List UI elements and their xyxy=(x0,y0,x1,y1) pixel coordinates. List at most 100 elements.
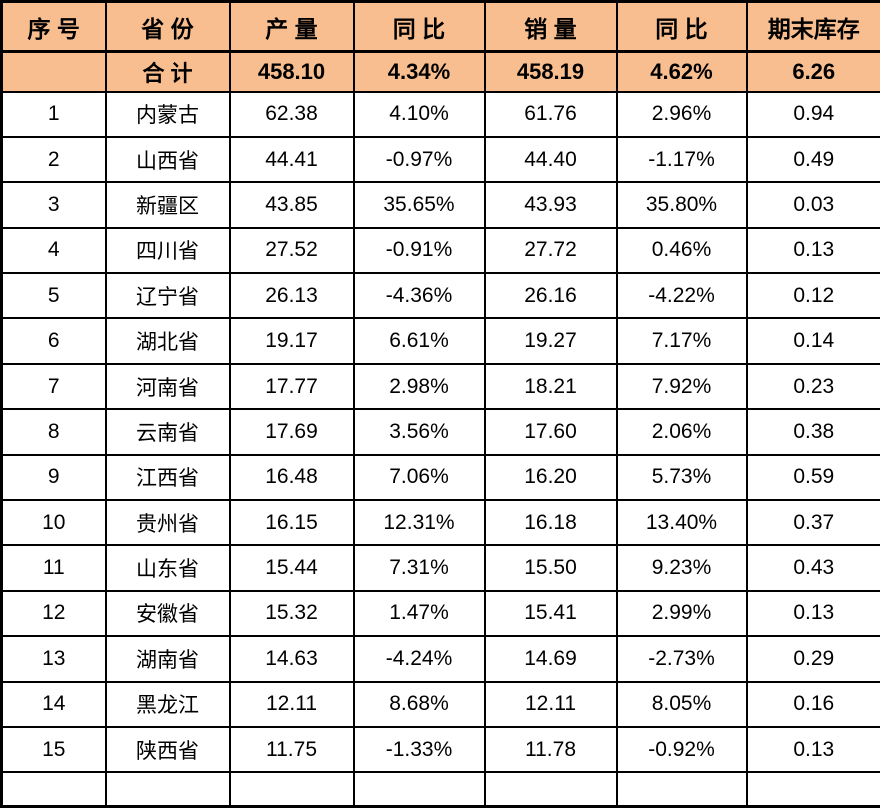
cell-sales: 18.21 xyxy=(485,364,617,409)
cell-production-yoy: 2.98% xyxy=(354,364,485,409)
cell-production: 15.32 xyxy=(230,591,354,636)
cell-production-yoy: -1.33% xyxy=(354,727,485,772)
cell-ending-inventory: 0.13 xyxy=(747,228,880,273)
cell-sales-yoy: -1.17% xyxy=(617,137,747,182)
cell-province: 黑龙江 xyxy=(106,682,230,727)
header-row: 序 号 省 份 产 量 同 比 销 量 同 比 期末库存 xyxy=(2,2,880,52)
cell-index: 3 xyxy=(2,182,106,227)
cell-empty xyxy=(747,772,880,806)
cell-sales-yoy: 2.96% xyxy=(617,92,747,137)
cell-production-yoy: -0.97% xyxy=(354,137,485,182)
cell-ending-inventory: 0.94 xyxy=(747,92,880,137)
cell-sales-yoy: 8.05% xyxy=(617,682,747,727)
cell-index: 9 xyxy=(2,455,106,500)
cell-ending-inventory: 0.16 xyxy=(747,682,880,727)
cell-production-yoy: 35.65% xyxy=(354,182,485,227)
cell-sales-yoy: -0.92% xyxy=(617,727,747,772)
cell-index: 4 xyxy=(2,228,106,273)
column-header-sales-yoy: 同 比 xyxy=(617,2,747,52)
column-header-production-yoy: 同 比 xyxy=(354,2,485,52)
cell-province: 湖南省 xyxy=(106,636,230,681)
cell-index: 11 xyxy=(2,545,106,590)
cell-sales: 16.18 xyxy=(485,500,617,545)
cell-sales: 43.93 xyxy=(485,182,617,227)
cell-province: 河南省 xyxy=(106,364,230,409)
cell-sales: 11.78 xyxy=(485,727,617,772)
column-header-ending-inventory: 期末库存 xyxy=(747,2,880,52)
cell-production-yoy: 8.68% xyxy=(354,682,485,727)
cell-ending-inventory: 0.49 xyxy=(747,137,880,182)
cell-ending-inventory: 0.59 xyxy=(747,455,880,500)
cell-province: 山东省 xyxy=(106,545,230,590)
cell-empty xyxy=(617,772,747,806)
cell-production-yoy: 6.61% xyxy=(354,318,485,363)
cell-province: 四川省 xyxy=(106,228,230,273)
cell-sales: 458.19 xyxy=(485,52,617,92)
cell-ending-inventory: 0.14 xyxy=(747,318,880,363)
cell-empty xyxy=(106,772,230,806)
cell-province: 新疆区 xyxy=(106,182,230,227)
cell-ending-inventory: 0.23 xyxy=(747,364,880,409)
cell-sales-yoy: 2.06% xyxy=(617,409,747,454)
cell-sales: 16.20 xyxy=(485,455,617,500)
cell-index: 6 xyxy=(2,318,106,363)
cell-index: 1 xyxy=(2,92,106,137)
cell-province: 辽宁省 xyxy=(106,273,230,318)
cell-sales: 44.40 xyxy=(485,137,617,182)
cell-ending-inventory: 0.13 xyxy=(747,591,880,636)
cell-index xyxy=(2,52,106,92)
cell-index: 15 xyxy=(2,727,106,772)
column-header-index: 序 号 xyxy=(2,2,106,52)
cell-sales: 15.50 xyxy=(485,545,617,590)
cell-production: 26.13 xyxy=(230,273,354,318)
cell-province: 合 计 xyxy=(106,52,230,92)
column-header-production: 产 量 xyxy=(230,2,354,52)
cell-production: 19.17 xyxy=(230,318,354,363)
cell-ending-inventory: 0.38 xyxy=(747,409,880,454)
cell-province: 云南省 xyxy=(106,409,230,454)
cell-empty xyxy=(354,772,485,806)
cell-production: 17.77 xyxy=(230,364,354,409)
cell-production: 11.75 xyxy=(230,727,354,772)
cell-province: 安徽省 xyxy=(106,591,230,636)
cell-sales: 27.72 xyxy=(485,228,617,273)
cell-province: 山西省 xyxy=(106,137,230,182)
total-row: 合 计 458.10 4.34% 458.19 4.62% 6.26 xyxy=(2,52,880,92)
cell-sales: 15.41 xyxy=(485,591,617,636)
cell-sales-yoy: 7.92% xyxy=(617,364,747,409)
cell-province: 湖北省 xyxy=(106,318,230,363)
cell-ending-inventory: 0.43 xyxy=(747,545,880,590)
cell-production: 12.11 xyxy=(230,682,354,727)
cell-production-yoy: 4.10% xyxy=(354,92,485,137)
cell-ending-inventory: 0.13 xyxy=(747,727,880,772)
cell-ending-inventory: 0.12 xyxy=(747,273,880,318)
cell-index: 13 xyxy=(2,636,106,681)
cell-sales-yoy: 5.73% xyxy=(617,455,747,500)
cell-production-yoy: 1.47% xyxy=(354,591,485,636)
cell-index: 14 xyxy=(2,682,106,727)
cell-production-yoy: 7.31% xyxy=(354,545,485,590)
cell-production: 44.41 xyxy=(230,137,354,182)
cell-sales-yoy: 0.46% xyxy=(617,228,747,273)
cell-sales: 26.16 xyxy=(485,273,617,318)
cell-ending-inventory: 0.29 xyxy=(747,636,880,681)
cell-ending-inventory: 0.37 xyxy=(747,500,880,545)
cell-production-yoy: 12.31% xyxy=(354,500,485,545)
column-header-sales: 销 量 xyxy=(485,2,617,52)
cell-province: 陕西省 xyxy=(106,727,230,772)
cell-sales: 12.11 xyxy=(485,682,617,727)
cell-index: 7 xyxy=(2,364,106,409)
cell-province: 江西省 xyxy=(106,455,230,500)
cell-ending-inventory: 6.26 xyxy=(747,52,880,92)
cell-sales-yoy: -4.22% xyxy=(617,273,747,318)
